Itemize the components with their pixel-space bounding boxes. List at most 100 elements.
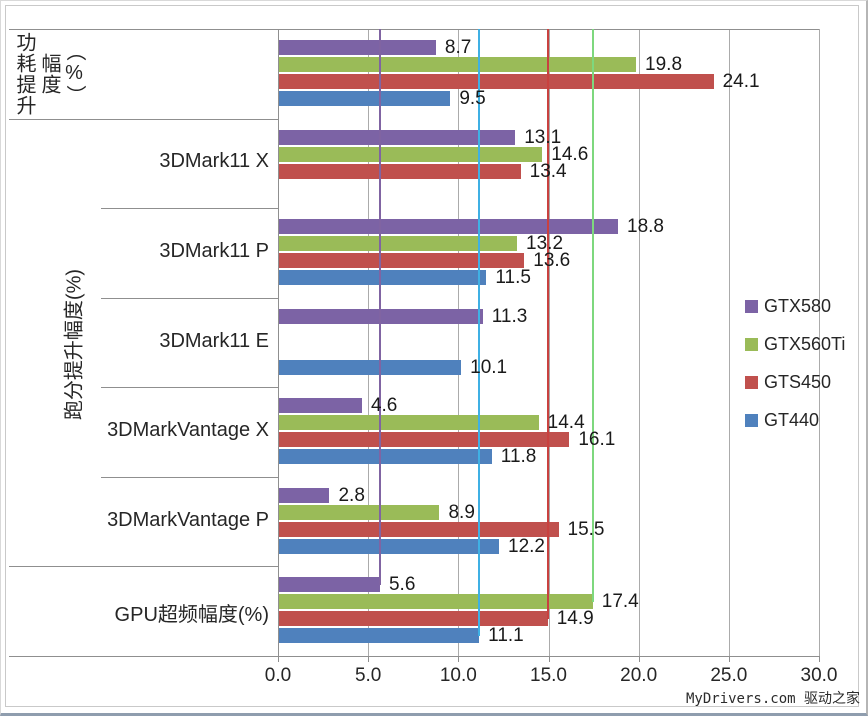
x-axis-tick (819, 656, 820, 662)
legend-item-GTX560Ti: GTX560Ti (745, 330, 845, 358)
bar-value-label: 13.6 (533, 250, 571, 272)
x-axis-tick-label: 30.0 (800, 665, 838, 686)
bar-value-label: 11.5 (495, 267, 531, 289)
bar-GTX580 (279, 129, 516, 145)
category-axis-tick (271, 208, 278, 210)
category-label: 3DMarkVantage P (107, 508, 269, 531)
outer-axis-label: 功耗提升幅度（%） (13, 31, 85, 116)
legend-swatch-icon (745, 299, 758, 313)
category-separator (9, 118, 278, 120)
bar-GTX560Ti (279, 236, 518, 252)
watermark: MyDrivers.com 驱动之家 (685, 691, 860, 707)
x-axis-tick-label: 25.0 (710, 665, 748, 686)
category-label: 3DMark11 X (159, 150, 269, 173)
bar-GT440 (279, 270, 487, 286)
category-separator-inner (101, 476, 278, 478)
bar-value-label: 18.8 (627, 216, 664, 238)
bar-GTX560Ti (279, 57, 637, 72)
legend-swatch-icon (745, 337, 758, 351)
category-axis-tick (271, 297, 278, 299)
bar-value-label: 15.5 (567, 518, 605, 540)
category-separator-inner (101, 387, 278, 389)
legend-item-GTX580: GTX580 (745, 292, 845, 320)
legend-item-GTS450: GTS450 (745, 368, 845, 396)
bar-GTS450 (279, 74, 714, 89)
chart-frame (5, 5, 859, 707)
drop-line-GT440 (478, 29, 481, 637)
gridline (458, 29, 460, 656)
legend-label: GTS450 (764, 371, 832, 392)
bar-GTS450 (279, 163, 521, 179)
bar-GT440 (279, 628, 480, 644)
gridline (819, 29, 820, 656)
bar-value-label: 12.2 (508, 535, 545, 557)
x-axis-tick-label: 20.0 (620, 665, 658, 686)
x-axis-tick (368, 656, 370, 662)
gridline (728, 29, 730, 656)
bar-GTX580 (279, 577, 380, 593)
gridline (368, 29, 370, 656)
bar-GTX560Ti (279, 504, 440, 520)
plot-top-border (9, 29, 819, 30)
bar-value-label: 9.5 (459, 88, 486, 109)
legend-label: GTX580 (764, 295, 832, 316)
bar-value-label: 2.8 (338, 484, 365, 506)
category-separator-inner (101, 208, 278, 210)
category-label: 3DMark11 P (159, 239, 269, 262)
x-axis-tick (548, 656, 550, 662)
category-separator-inner (101, 297, 278, 299)
legend-label: GTX560Ti (764, 333, 846, 354)
x-axis-tick (638, 656, 640, 662)
x-axis-line (9, 656, 819, 657)
bar-value-label: 5.6 (388, 574, 416, 596)
category-axis-tick (271, 566, 278, 568)
category-separator (9, 566, 278, 568)
category-axis-tick (271, 29, 278, 30)
bar-GT440 (279, 538, 499, 554)
bar-GTX580 (279, 40, 436, 55)
category-axis-tick (271, 118, 278, 120)
x-axis-tick (278, 656, 279, 662)
bar-value-label: 4.6 (370, 395, 398, 417)
gridline (548, 29, 550, 656)
legend-swatch-icon (745, 413, 758, 427)
bar-value-label: 14.9 (556, 608, 594, 630)
category-axis-tick (271, 387, 278, 389)
bar-value-label: 17.4 (601, 591, 639, 613)
bar-value-label: 16.1 (578, 429, 616, 451)
bar-value-label: 14.4 (547, 412, 585, 434)
bar-GTS450 (279, 521, 559, 537)
outer-axis-label: 跑分提升幅度(%) (63, 268, 86, 420)
gridline (638, 29, 640, 656)
x-axis-tick (728, 656, 730, 662)
bar-GTS450 (279, 611, 548, 627)
bar-value-label: 13.2 (526, 233, 564, 255)
bar-value-label: 11.8 (500, 446, 537, 468)
category-label: 3DMarkVantage X (107, 419, 269, 442)
bar-value-label: 24.1 (722, 71, 760, 92)
bar-value-label: 19.8 (645, 54, 683, 75)
bar-GTX580 (279, 398, 362, 414)
category-label: GPU超频幅度(%) (114, 604, 269, 627)
category-label: 3DMark11 E (159, 329, 269, 352)
bar-GTX560Ti (279, 594, 593, 610)
drop-line-GTS450 (546, 29, 549, 620)
x-axis-tick-label: 10.0 (439, 665, 477, 686)
bar-GTX560Ti (279, 146, 543, 162)
bar-value-label: 8.7 (444, 37, 472, 58)
chart-legend: GTX580 GTX560Ti GTS450 GT440 (745, 292, 845, 444)
bar-GT440 (279, 449, 492, 465)
bar-GTX580 (279, 219, 619, 235)
bar-GTX580 (279, 487, 330, 503)
bar-value-label: 8.9 (448, 501, 475, 523)
x-axis-tick (458, 656, 460, 662)
drop-line-GTX560Ti (591, 29, 594, 603)
x-axis-tick-label: 15.0 (530, 665, 567, 686)
bar-value-label: 13.1 (524, 126, 562, 148)
bar-value-label: 10.1 (470, 356, 508, 378)
x-axis-tick-label: 0.0 (264, 665, 292, 686)
bar-GTS450 (279, 432, 570, 448)
bar-GT440 (279, 91, 451, 106)
